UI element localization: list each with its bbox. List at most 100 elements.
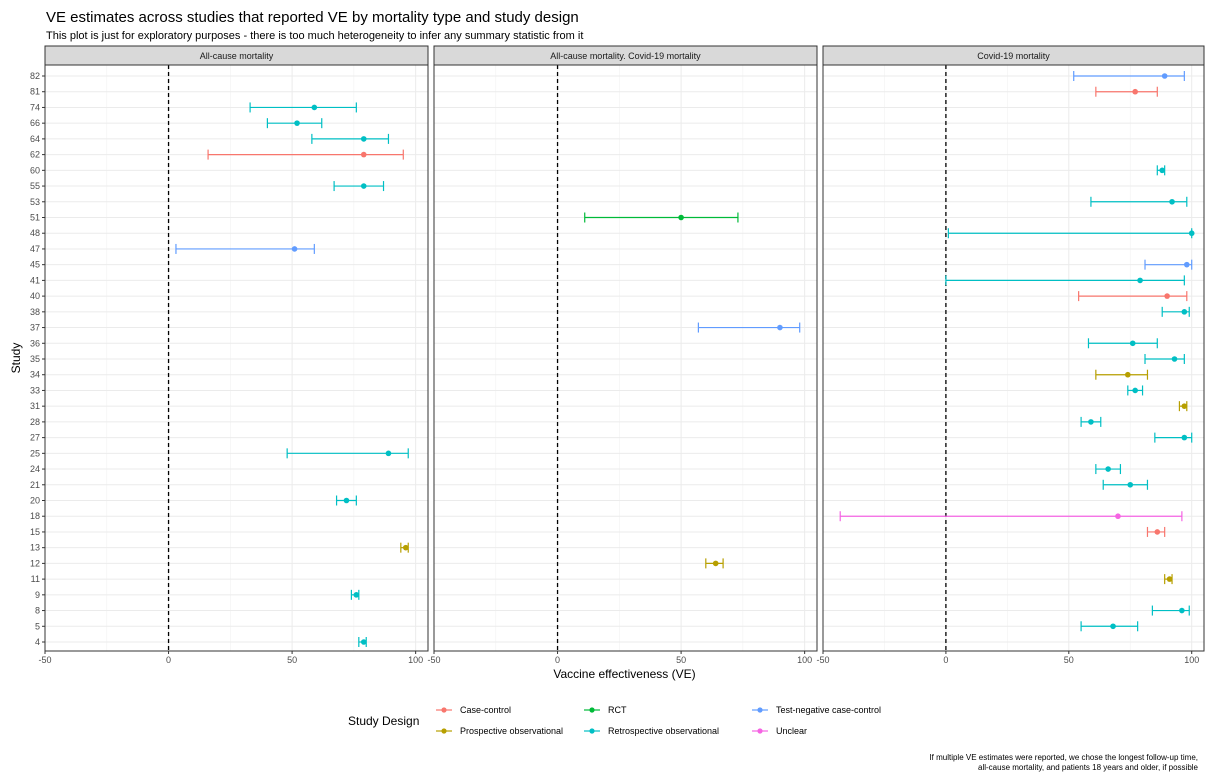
- point-estimate: [1137, 277, 1143, 284]
- y-tick-label: 33: [30, 385, 40, 395]
- caption: If multiple VE estimates were reported, …: [929, 753, 1198, 772]
- y-tick-label: 48: [30, 228, 40, 238]
- y-tick-label: 51: [30, 213, 40, 223]
- legend-item: RCT: [584, 705, 627, 715]
- point-estimate: [1188, 230, 1195, 237]
- y-tick-label: 74: [30, 102, 40, 112]
- y-tick-label: 40: [30, 291, 40, 301]
- estimate-study-15: [1146, 526, 1166, 537]
- legend-label: Retrospective observational: [608, 726, 719, 736]
- facet-strip-label: Covid-19 mortality: [977, 51, 1050, 61]
- y-tick-label: 60: [30, 165, 40, 175]
- legend-label: Case-control: [460, 705, 511, 715]
- x-tick-label: 50: [676, 655, 686, 665]
- estimate-study-9: [350, 589, 360, 600]
- legend-key-point: [589, 728, 595, 734]
- y-tick-label: 20: [30, 496, 40, 506]
- y-tick-label: 35: [30, 354, 40, 364]
- legend-label: Test-negative case-control: [776, 705, 881, 715]
- estimate-study-33: [1127, 385, 1144, 396]
- facet-strip-label: All-cause mortality. Covid-19 mortality: [550, 51, 701, 61]
- y-tick-label: 64: [30, 134, 40, 144]
- y-tick-label: 45: [30, 260, 40, 270]
- estimate-study-28: [1080, 416, 1102, 427]
- point-estimate: [1164, 293, 1170, 299]
- estimate-study-20: [335, 495, 357, 506]
- y-tick-label: 28: [30, 417, 40, 427]
- y-tick-label: 62: [30, 150, 40, 160]
- point-estimate: [1183, 261, 1190, 268]
- legend-key-point: [757, 707, 763, 713]
- point-estimate: [1166, 576, 1173, 582]
- estimate-study-25: [286, 448, 409, 459]
- y-tick-label: 37: [30, 323, 40, 333]
- x-tick-label: 0: [166, 655, 171, 665]
- estimate-study-62: [207, 149, 404, 160]
- y-tick-label: 47: [30, 244, 40, 254]
- panel-background: [823, 65, 1204, 651]
- estimate-study-5: [1080, 621, 1139, 632]
- caption-line: If multiple VE estimates were reported, …: [929, 753, 1198, 762]
- estimate-study-81: [1095, 86, 1158, 97]
- legend-item: Prospective observational: [436, 726, 563, 736]
- point-estimate: [1181, 434, 1188, 441]
- point-estimate: [1181, 403, 1188, 409]
- estimate-study-4: [358, 637, 367, 647]
- y-axis-label: Study: [9, 343, 23, 374]
- point-estimate: [294, 120, 300, 126]
- estimate-study-24: [1095, 464, 1122, 475]
- estimate-study-51: [584, 212, 739, 223]
- point-estimate: [1132, 88, 1138, 95]
- estimate-study-66: [266, 118, 323, 129]
- y-tick-label: 4: [35, 637, 40, 647]
- point-estimate: [1181, 309, 1188, 315]
- estimate-study-12: [705, 558, 724, 569]
- point-estimate: [291, 246, 298, 252]
- point-estimate: [360, 151, 367, 158]
- y-tick-label: 18: [30, 511, 40, 521]
- legend-label: Prospective observational: [460, 726, 563, 736]
- legend-title: Study Design: [348, 714, 419, 728]
- point-estimate: [1159, 167, 1166, 174]
- panel-background: [45, 65, 428, 651]
- point-estimate: [1110, 623, 1116, 630]
- y-tick-label: 36: [30, 338, 40, 348]
- point-estimate: [712, 560, 719, 567]
- facet-panel-1: All-cause mortality -50 0 50 100: [38, 45, 429, 665]
- estimate-study-74: [249, 102, 357, 113]
- panel-border: [44, 64, 429, 652]
- estimate-study-13: [400, 542, 409, 553]
- legend-label: RCT: [608, 705, 627, 715]
- point-estimate: [360, 639, 367, 645]
- estimate-study-38: [1161, 306, 1190, 317]
- x-tick-label: 0: [555, 655, 560, 665]
- point-estimate: [678, 214, 684, 221]
- facet-panel-2: All-cause mortality. Covid-19 mortality -…: [427, 45, 818, 665]
- y-tick-label: 55: [30, 181, 40, 191]
- y-tick-label: 24: [30, 464, 40, 474]
- estimate-study-27: [1154, 432, 1193, 443]
- point-estimate: [343, 497, 350, 504]
- y-tick-label: 38: [30, 307, 40, 317]
- estimate-study-40: [1078, 291, 1188, 302]
- point-estimate: [1154, 529, 1161, 535]
- legend-item: Unclear: [752, 726, 807, 736]
- point-estimate: [311, 104, 318, 111]
- point-estimate: [1132, 387, 1138, 394]
- estimate-study-64: [311, 133, 390, 144]
- x-tick-label: -50: [816, 655, 829, 665]
- estimate-study-31: [1178, 401, 1188, 412]
- estimate-study-37: [697, 322, 801, 333]
- x-tick-label: 50: [1064, 655, 1074, 665]
- point-estimate: [1169, 198, 1175, 205]
- point-estimate: [353, 592, 360, 598]
- legend-item: Case-control: [436, 705, 511, 715]
- estimate-study-55: [333, 181, 385, 192]
- y-tick-label: 34: [30, 370, 40, 380]
- estimate-study-35: [1144, 354, 1185, 364]
- facet-panel-3: Covid-19 mortality -50 0 50 100: [816, 45, 1205, 665]
- x-tick-label: -50: [427, 655, 440, 665]
- legend-label: Unclear: [776, 726, 807, 736]
- point-estimate: [1088, 419, 1094, 425]
